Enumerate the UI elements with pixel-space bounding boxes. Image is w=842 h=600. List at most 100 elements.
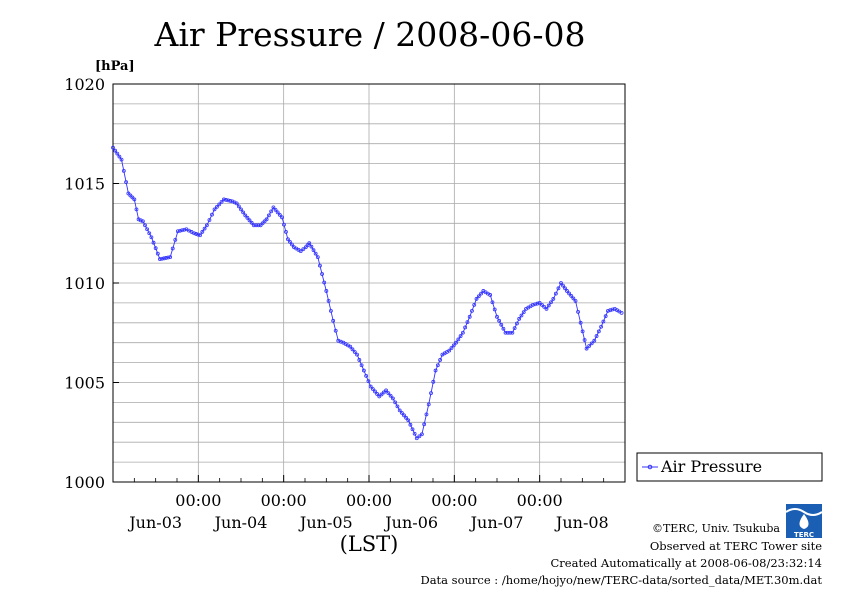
data-point (333, 328, 338, 333)
data-point (115, 151, 120, 156)
data-point (410, 427, 415, 432)
data-point (377, 394, 382, 399)
data-point (393, 400, 398, 405)
data-point (422, 422, 427, 427)
data-point (375, 392, 380, 396)
data-point (433, 368, 438, 373)
data-point (592, 338, 597, 343)
data-point (490, 300, 495, 305)
data-point (601, 319, 606, 324)
data-point (429, 391, 433, 396)
copyright-text: ©TERC, Univ. Tsukuba (652, 522, 780, 535)
data-point (379, 392, 384, 397)
data-point (533, 302, 538, 307)
legend-box (636, 452, 823, 482)
data-point (395, 404, 400, 409)
logo-text: TERC (794, 531, 814, 539)
data-point (559, 281, 563, 285)
logo-drop-icon (799, 514, 809, 529)
data-point (288, 239, 292, 244)
data-point (479, 291, 483, 296)
series-line (112, 147, 622, 439)
data-point (508, 330, 512, 335)
data-point (226, 198, 231, 203)
data-point (264, 217, 269, 222)
data-point (412, 431, 417, 436)
grid-lines (113, 84, 625, 482)
data-point (200, 230, 205, 234)
data-point (567, 291, 572, 296)
observed-text: Observed at TERC Tower site (650, 539, 822, 553)
data-point (578, 320, 583, 325)
data-point (324, 289, 329, 293)
data-point (460, 330, 465, 335)
y-tick-label: 1005 (64, 374, 105, 393)
data-point (260, 221, 265, 226)
data-point (451, 343, 456, 348)
data-point (128, 193, 133, 198)
data-point (414, 436, 419, 441)
data-point (210, 212, 214, 217)
data-point (192, 231, 196, 236)
chart-title: Air Pressure / 2008-06-08 (154, 15, 586, 54)
data-point (546, 303, 551, 308)
data-point (178, 228, 182, 233)
x-tick-date-label: Jun-08 (554, 513, 609, 532)
data-point (571, 296, 576, 301)
data-point (273, 207, 278, 212)
data-point (113, 148, 118, 153)
data-point (608, 308, 613, 313)
data-point (284, 230, 288, 234)
x-tick-time-label: 00:00 (517, 491, 563, 510)
data-point (589, 341, 594, 346)
data-point (247, 218, 252, 223)
data-point (399, 410, 404, 415)
data-point (269, 209, 274, 214)
data-point (164, 256, 168, 260)
data-point (364, 373, 369, 378)
data-point (603, 314, 608, 319)
data-point (126, 191, 131, 196)
data-point (576, 309, 580, 314)
data-point (404, 415, 409, 420)
data-point (155, 251, 160, 256)
data-point (331, 318, 336, 323)
data-point (134, 207, 139, 212)
data-point (470, 308, 474, 313)
data-point (465, 320, 470, 325)
x-tick-date-label: Jun-07 (469, 513, 524, 532)
data-point (449, 346, 454, 350)
data-point (556, 286, 561, 291)
data-point (194, 232, 198, 236)
data-point (386, 391, 391, 396)
data-point (530, 302, 535, 307)
data-point (417, 434, 422, 439)
x-tick-time-label: 00:00 (261, 491, 307, 510)
data-point (402, 413, 406, 418)
data-point (594, 334, 599, 338)
data-point (180, 228, 185, 233)
data-point (348, 344, 353, 349)
data-point (456, 337, 461, 342)
data-point (569, 294, 574, 298)
data-point (243, 213, 248, 218)
data-point (256, 223, 261, 228)
data-point (217, 202, 222, 207)
data-point (447, 348, 452, 353)
y-tick-label: 1020 (64, 75, 105, 94)
data-point (158, 257, 162, 262)
data-point (166, 255, 171, 260)
data-point (151, 240, 156, 245)
data-point (280, 215, 284, 220)
data-point (175, 229, 180, 234)
data-point (309, 244, 314, 249)
data-point (587, 344, 592, 348)
data-point (406, 418, 411, 423)
data-point (499, 322, 504, 327)
data-point (147, 231, 152, 236)
data-point (384, 388, 388, 393)
data-point (117, 154, 122, 159)
x-tick-date-label: Jun-06 (383, 513, 438, 532)
data-point (286, 237, 290, 242)
x-tick-time-label: 00:00 (431, 491, 477, 510)
